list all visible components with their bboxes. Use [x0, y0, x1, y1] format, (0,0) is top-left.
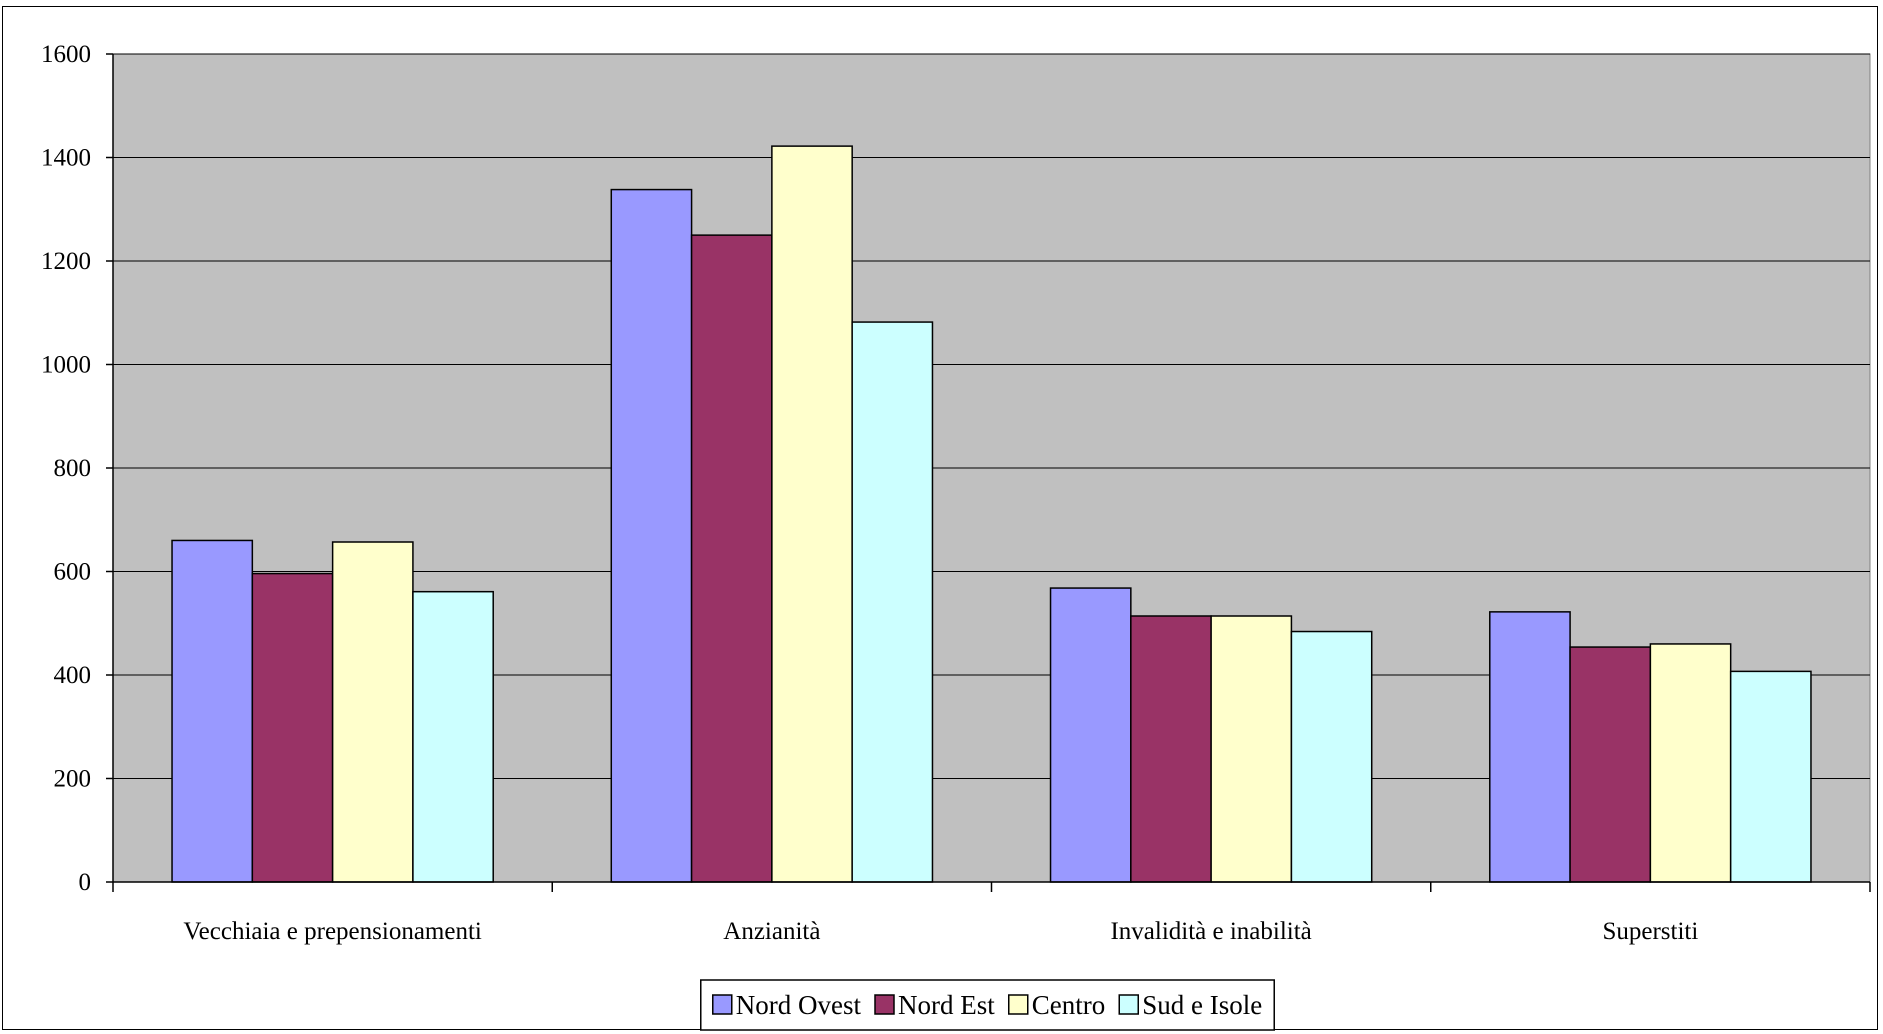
y-tick-label: 400: [54, 662, 92, 689]
y-tick-label: 1200: [41, 248, 91, 275]
legend-swatch: [712, 994, 733, 1015]
bar-sud-e-isole: [851, 321, 934, 883]
bar-nord-ovest: [1049, 587, 1132, 883]
y-tick-label: 0: [79, 869, 92, 896]
legend-label: Nord Ovest: [736, 990, 862, 1020]
bar-nord-ovest: [1489, 611, 1571, 883]
bars: [171, 145, 1812, 883]
legend-label: Sud e Isole: [1142, 990, 1262, 1020]
legend: Nord Ovest Nord Est Centro Sud e Isole: [700, 979, 1275, 1031]
bar-nord-est: [690, 234, 773, 883]
category-label: Superstiti: [1602, 918, 1698, 945]
bar-centro: [1210, 615, 1293, 883]
category-label: Invalidità e inabilità: [1110, 918, 1311, 945]
y-tick-label: 800: [54, 455, 92, 482]
legend-swatch: [1118, 994, 1139, 1015]
y-tick-label: 200: [54, 766, 92, 793]
y-axis-tick-labels: 0 200 400 600 800 1000 1200 1400 1600: [41, 41, 91, 896]
bar-nord-ovest: [171, 539, 254, 883]
bar-nord-est: [1130, 615, 1212, 883]
bar-nord-est: [1569, 646, 1652, 883]
y-tick-label: 1600: [41, 41, 91, 68]
bar-nord-est: [251, 572, 334, 883]
bar-sud-e-isole: [1290, 630, 1373, 883]
legend-label: Centro: [1032, 990, 1106, 1020]
category-label: Anzianità: [723, 918, 820, 945]
y-tick-label: 1400: [41, 145, 91, 172]
category-label: Vecchiaia e prepensionamenti: [183, 918, 482, 945]
legend-box: [700, 979, 1275, 1031]
legend-label: Nord Est: [898, 990, 995, 1020]
y-tick-label: 600: [54, 559, 92, 586]
x-axis-category-labels: Vecchiaia e prepensionamenti Anzianità Inv…: [183, 918, 1698, 945]
bar-centro: [331, 541, 414, 883]
bar-sud-e-isole: [412, 590, 494, 883]
bar-centro: [771, 145, 853, 883]
legend-swatch: [874, 994, 895, 1015]
axes: [106, 53, 1871, 892]
bar-nord-ovest: [610, 188, 693, 883]
legend-swatch: [1008, 994, 1029, 1015]
bar-sud-e-isole: [1729, 670, 1812, 883]
y-tick-label: 1000: [41, 352, 91, 379]
bar-centro: [1649, 643, 1732, 883]
